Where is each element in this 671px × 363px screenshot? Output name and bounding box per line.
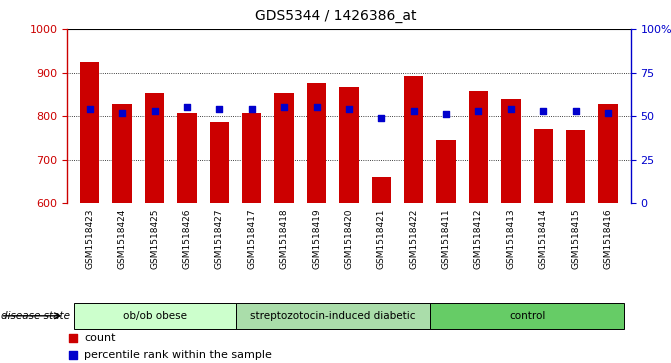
- Point: [117, 110, 127, 115]
- Bar: [242, 113, 262, 203]
- Bar: [307, 83, 326, 203]
- Text: GSM1518422: GSM1518422: [409, 208, 418, 269]
- Point: [603, 110, 613, 115]
- Point: [538, 108, 549, 114]
- Point: [67, 335, 78, 341]
- Bar: [430, 303, 624, 329]
- Bar: [113, 104, 132, 203]
- Bar: [145, 93, 164, 203]
- Point: [409, 108, 419, 114]
- Bar: [501, 99, 521, 203]
- Bar: [177, 113, 197, 203]
- Text: GSM1518421: GSM1518421: [377, 208, 386, 269]
- Text: GSM1518424: GSM1518424: [117, 208, 127, 269]
- Bar: [340, 86, 358, 203]
- Text: percentile rank within the sample: percentile rank within the sample: [84, 350, 272, 360]
- Text: GSM1518423: GSM1518423: [85, 208, 94, 269]
- Text: GSM1518417: GSM1518417: [247, 208, 256, 269]
- Text: GSM1518412: GSM1518412: [474, 208, 483, 269]
- Text: GSM1518427: GSM1518427: [215, 208, 224, 269]
- Bar: [436, 140, 456, 203]
- Text: streptozotocin-induced diabetic: streptozotocin-induced diabetic: [250, 311, 415, 321]
- Text: GDS5344 / 1426386_at: GDS5344 / 1426386_at: [255, 9, 416, 23]
- Bar: [372, 177, 391, 203]
- Text: GSM1518411: GSM1518411: [442, 208, 451, 269]
- Bar: [74, 303, 236, 329]
- Text: GSM1518413: GSM1518413: [507, 208, 515, 269]
- Text: GSM1518416: GSM1518416: [604, 208, 613, 269]
- Point: [376, 115, 386, 121]
- Text: count: count: [84, 334, 115, 343]
- Text: GSM1518426: GSM1518426: [183, 208, 191, 269]
- Point: [570, 108, 581, 114]
- Bar: [209, 122, 229, 203]
- Point: [473, 108, 484, 114]
- Bar: [236, 303, 430, 329]
- Point: [67, 352, 78, 358]
- Bar: [469, 91, 488, 203]
- Bar: [274, 93, 294, 203]
- Text: disease state: disease state: [1, 311, 70, 321]
- Point: [149, 108, 160, 114]
- Point: [505, 106, 516, 112]
- Point: [278, 105, 289, 110]
- Point: [182, 105, 193, 110]
- Point: [311, 105, 322, 110]
- Text: GSM1518415: GSM1518415: [571, 208, 580, 269]
- Text: GSM1518419: GSM1518419: [312, 208, 321, 269]
- Point: [344, 106, 354, 112]
- Point: [214, 106, 225, 112]
- Text: GSM1518420: GSM1518420: [344, 208, 354, 269]
- Point: [85, 106, 95, 112]
- Text: control: control: [509, 311, 546, 321]
- Bar: [533, 129, 553, 203]
- Text: GSM1518418: GSM1518418: [280, 208, 289, 269]
- Bar: [80, 62, 99, 203]
- Bar: [599, 104, 618, 203]
- Point: [441, 111, 452, 117]
- Bar: [566, 130, 585, 203]
- Text: GSM1518414: GSM1518414: [539, 208, 548, 269]
- Point: [246, 106, 257, 112]
- Text: ob/ob obese: ob/ob obese: [123, 311, 187, 321]
- Bar: [404, 76, 423, 203]
- Text: GSM1518425: GSM1518425: [150, 208, 159, 269]
